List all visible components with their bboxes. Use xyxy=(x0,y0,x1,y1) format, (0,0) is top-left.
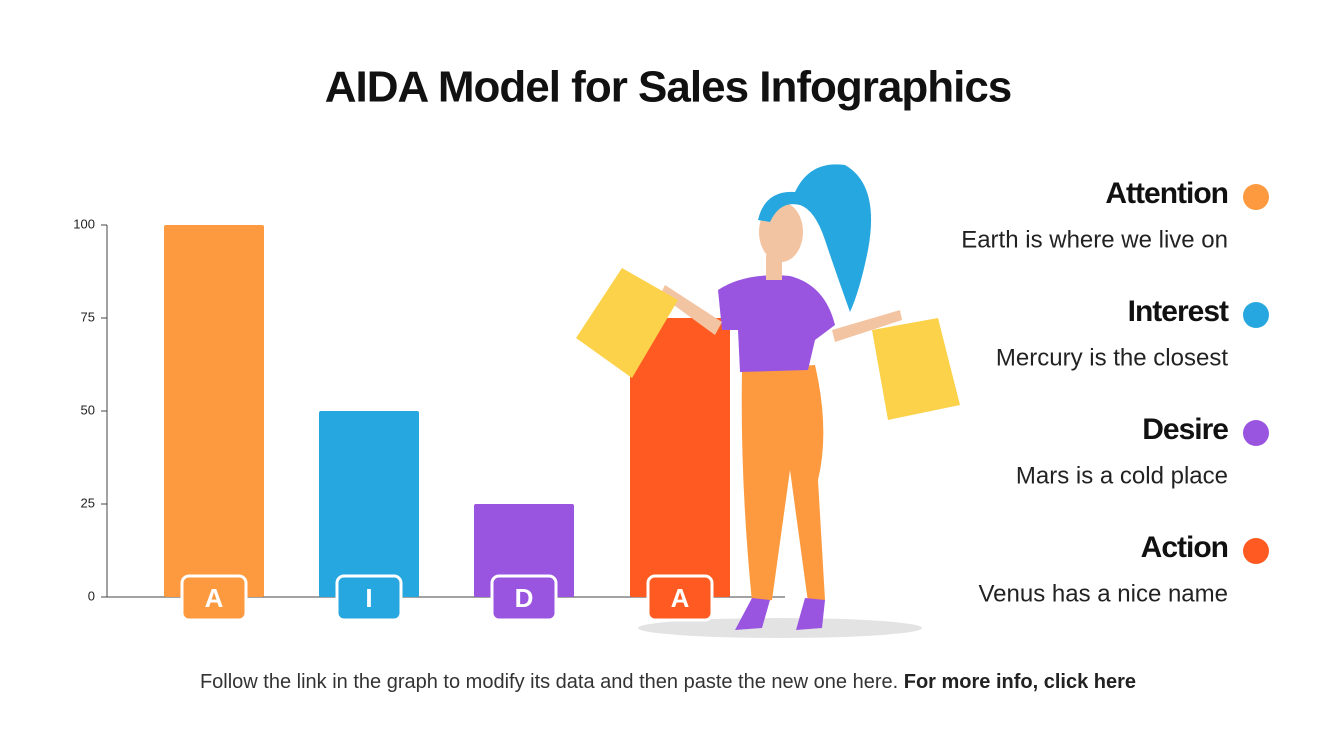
x-tick-label: A xyxy=(671,583,690,613)
legend-name: Action xyxy=(1141,531,1228,564)
bar xyxy=(164,225,264,597)
category-badge xyxy=(335,574,403,622)
bar xyxy=(474,504,574,597)
y-tick-label: 50 xyxy=(81,402,95,417)
shopper-illustration xyxy=(576,164,960,638)
legend-name: Desire xyxy=(1142,413,1228,446)
legend-description: Mercury is the closest xyxy=(996,344,1228,371)
legend-name: Interest xyxy=(1128,295,1229,328)
category-badge xyxy=(180,574,248,622)
legend-description: Mars is a cold place xyxy=(1016,462,1228,489)
category-badge xyxy=(646,574,714,622)
y-tick-label: 25 xyxy=(81,495,95,510)
footer-text: Follow the link in the graph to modify i… xyxy=(199,671,899,693)
legend-dot xyxy=(1243,538,1269,564)
info-link[interactable]: For more info, click here xyxy=(903,671,1137,693)
legend-description: Venus has a nice name xyxy=(978,580,1228,607)
legend-dot xyxy=(1243,302,1269,328)
legend-description: Earth is where we live on xyxy=(961,226,1228,253)
legend-dot xyxy=(1243,420,1269,446)
legend-name: Attention xyxy=(1105,177,1228,210)
x-tick-label: I xyxy=(365,583,372,613)
legend-dot xyxy=(1243,184,1269,210)
bar xyxy=(630,318,730,597)
bar xyxy=(319,411,419,597)
x-tick-label: D xyxy=(515,583,534,613)
y-tick-label: 100 xyxy=(73,216,95,231)
chart-title: AIDA Model for Sales Infographics xyxy=(325,63,1012,112)
y-tick-label: 75 xyxy=(81,309,95,324)
x-tick-label: A xyxy=(205,583,224,613)
y-tick-label: 0 xyxy=(88,588,95,603)
bars xyxy=(164,225,730,597)
category-badge xyxy=(490,574,558,622)
footer: Follow the link in the graph to modify i… xyxy=(0,671,1336,694)
